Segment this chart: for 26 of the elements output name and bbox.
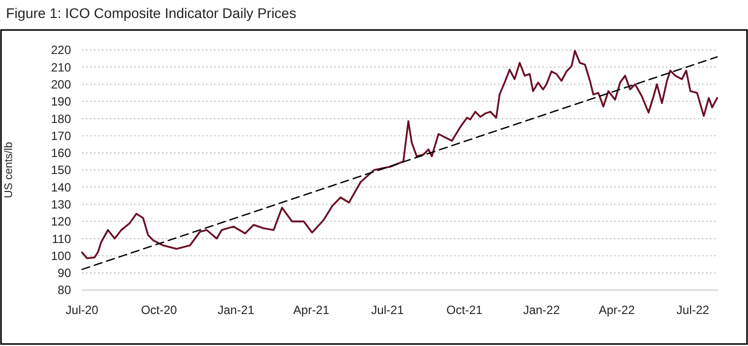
y-tick-label: 220: [50, 43, 72, 58]
x-tick-label: Jul-21: [371, 303, 404, 317]
y-tick-label: 120: [50, 214, 72, 229]
y-tick-label: 180: [50, 112, 72, 126]
y-tick-label: 80: [58, 283, 72, 298]
x-tick-label: Apr-22: [598, 303, 636, 317]
y-tick-label: 100: [50, 248, 72, 263]
y-tick-label: 150: [50, 163, 72, 178]
y-tick-label: 190: [50, 94, 72, 109]
y-tick-label: 170: [50, 128, 72, 143]
y-tick-label: 110: [52, 232, 72, 246]
x-tick-label: Jan-21: [218, 303, 255, 317]
x-tick-label: Jan-22: [523, 303, 560, 317]
y-tick-label: 210: [50, 60, 72, 74]
x-tick-label: Jul-20: [66, 303, 99, 317]
x-tick-label: Oct-21: [446, 303, 483, 317]
x-tick-label: Oct-20: [140, 303, 178, 317]
chart-title: Figure 1: ICO Composite Indicator Daily Prices: [6, 5, 296, 21]
x-tick-label: Apr-21: [293, 303, 330, 317]
y-tick-label: 200: [50, 77, 72, 92]
y-axis-title: US cents/lb: [3, 142, 15, 198]
x-tick-label: Jul-22: [676, 303, 710, 317]
y-tick-label: 90: [58, 266, 72, 280]
y-tick-label: 140: [50, 180, 72, 194]
y-tick-label: 130: [50, 197, 72, 212]
y-tick-label: 160: [50, 146, 72, 160]
